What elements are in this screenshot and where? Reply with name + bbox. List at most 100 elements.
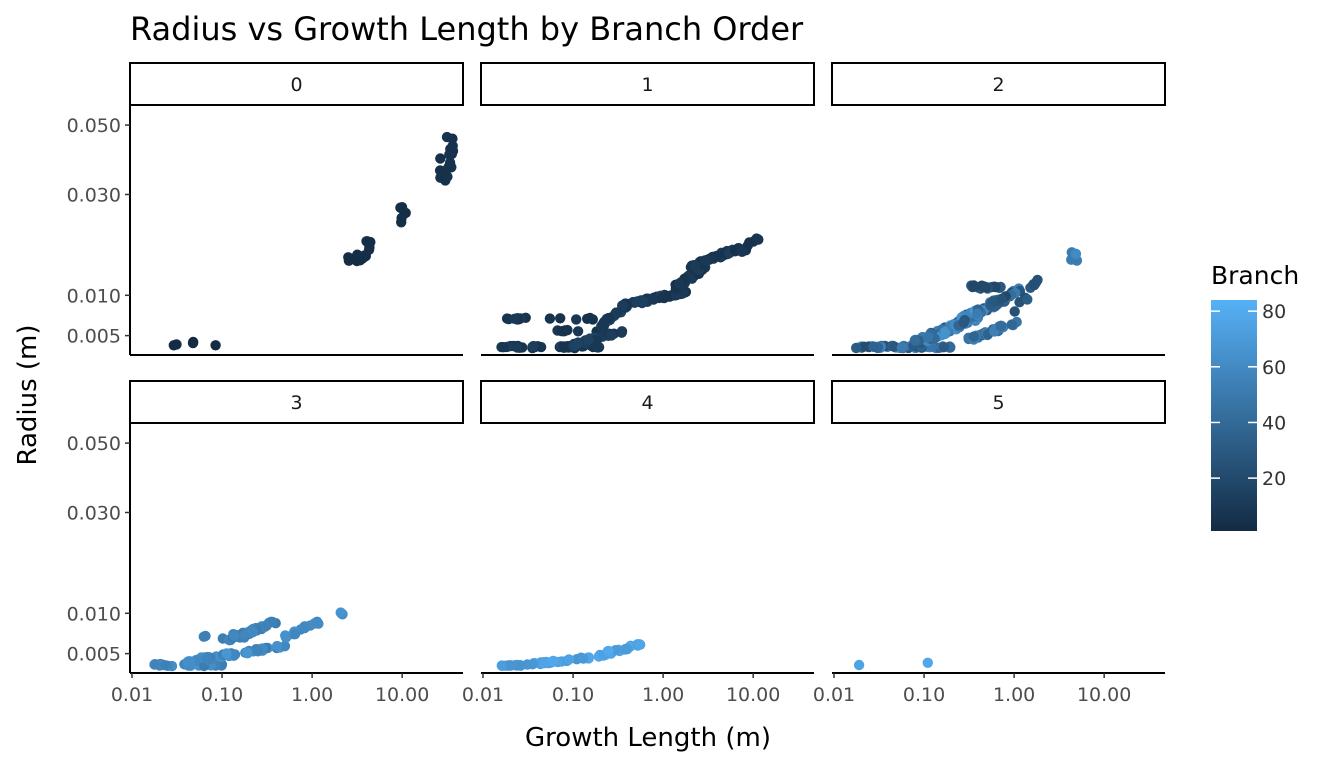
x-tick-label: 10.00 [726, 684, 780, 706]
data-point [313, 618, 324, 629]
facet-strip-label: 3 [290, 392, 302, 414]
data-point [578, 653, 589, 664]
data-point [968, 331, 979, 342]
data-point [1006, 319, 1017, 330]
data-point [252, 646, 264, 657]
data-point [509, 313, 520, 324]
facet-panel-1: 1 [480, 62, 815, 356]
facet-panel-2: 2 [831, 62, 1166, 356]
data-point [1070, 248, 1082, 259]
y-tick-label: 0.010 [67, 603, 121, 625]
data-point [736, 246, 748, 257]
data-point [603, 645, 614, 657]
data-point [202, 651, 213, 663]
data-point [958, 317, 969, 328]
facet-panel-3: 3 0.005 0.010 0.030 0.050 0.01 0.10 1.00 10.00 [67, 380, 464, 706]
x-tick-label: 10.00 [1077, 684, 1131, 706]
data-point [555, 313, 566, 324]
data-point [617, 300, 628, 311]
data-point [200, 630, 211, 642]
data-point [242, 647, 253, 658]
data-point [635, 639, 646, 650]
legend-ticks: 20 40 60 80 [1211, 301, 1286, 490]
data-point [598, 317, 610, 328]
data-point [444, 157, 456, 168]
facet-panel-4: 4 0.01 0.10 1.00 10.00 [462, 380, 815, 706]
data-point [168, 340, 179, 351]
data-point [365, 236, 376, 248]
data-point [247, 626, 259, 638]
facet-strip [831, 380, 1166, 424]
data-point [563, 654, 575, 665]
legend-tick-label: 20 [1262, 468, 1286, 490]
data-point [690, 260, 701, 272]
data-point [548, 655, 559, 667]
data-point [562, 324, 573, 336]
y-tick-label: 0.050 [67, 433, 121, 455]
data-point [447, 140, 458, 152]
data-point [674, 278, 685, 289]
facet-panel-0: 0 0.005 0.010 0.030 0.050 [67, 62, 464, 356]
data-point [185, 656, 196, 667]
data-point [260, 620, 271, 631]
facet-strip-label: 1 [641, 74, 653, 96]
facet-strip [129, 62, 464, 106]
data-point [558, 341, 569, 352]
data-point [512, 342, 523, 353]
data-point [538, 658, 550, 669]
facet-strip [831, 62, 1166, 106]
data-point [498, 342, 509, 353]
facet-strip-label: 2 [992, 74, 1004, 96]
data-point [990, 281, 1001, 293]
data-point [528, 340, 539, 352]
data-point [343, 255, 355, 266]
y-axis-title: Radius (m) [13, 324, 43, 465]
data-point [280, 630, 291, 641]
points [496, 233, 764, 354]
facet-strip-label: 4 [641, 392, 653, 414]
data-point [996, 293, 1007, 305]
data-point [299, 621, 310, 632]
data-point [1022, 294, 1033, 305]
data-point [968, 280, 979, 291]
data-point [648, 294, 659, 305]
data-point [187, 337, 199, 349]
legend-colorbar [1211, 300, 1257, 531]
data-point [396, 202, 408, 213]
facet-strip [129, 380, 464, 424]
data-point [972, 308, 983, 319]
data-point [699, 255, 711, 266]
data-point [572, 338, 583, 350]
facet-strip-label: 5 [992, 392, 1004, 414]
x-tick-label: 1.00 [993, 684, 1035, 706]
data-point [657, 292, 668, 303]
data-point [1029, 279, 1040, 291]
data-point [435, 153, 446, 164]
data-point [572, 326, 584, 337]
data-point [582, 313, 593, 324]
data-point [922, 332, 934, 343]
legend-title: Branch [1211, 261, 1299, 290]
facet-panel-5: 5 0.01 0.10 1.00 10.00 [813, 380, 1166, 706]
data-point [606, 330, 617, 341]
chart-title: Radius vs Growth Length by Branch Order [130, 10, 804, 48]
points [496, 639, 646, 671]
data-point [938, 342, 949, 353]
data-point [497, 660, 508, 671]
points [149, 607, 348, 672]
data-point [229, 630, 240, 641]
x-tick-label: 1.00 [291, 684, 333, 706]
x-tick-label: 0.10 [201, 684, 243, 706]
data-point [583, 334, 594, 345]
data-point [1014, 297, 1025, 308]
data-point [995, 320, 1006, 332]
points [851, 247, 1083, 354]
data-point [910, 335, 921, 346]
data-point [271, 640, 283, 652]
y-tick-label: 0.005 [67, 326, 121, 348]
points [853, 657, 933, 671]
x-tick-label: 1.00 [642, 684, 684, 706]
data-point [335, 607, 346, 618]
